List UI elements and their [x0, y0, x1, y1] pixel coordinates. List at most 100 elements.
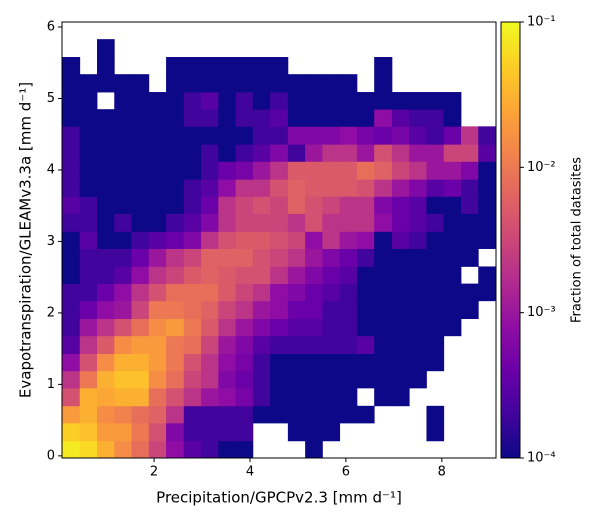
heatmap-cell — [305, 109, 323, 127]
heatmap-cell — [201, 92, 219, 110]
heatmap-cell — [322, 353, 341, 372]
heatmap-cell — [235, 196, 254, 214]
heatmap-cell — [131, 300, 150, 320]
heatmap-cell — [62, 335, 81, 355]
heatmap-cell — [305, 231, 323, 249]
heatmap-cell — [79, 335, 98, 355]
heatmap-cell — [218, 283, 236, 302]
heatmap-cell — [97, 422, 115, 442]
heatmap-cell — [235, 74, 254, 93]
heatmap-cell — [374, 126, 393, 145]
heatmap-cell — [218, 422, 236, 442]
heatmap-cell — [201, 300, 219, 320]
heatmap-cell — [252, 248, 271, 267]
heatmap-cell — [339, 335, 358, 355]
heatmap-cell — [79, 353, 98, 372]
heatmap-cell — [131, 109, 150, 127]
heatmap-cell — [426, 266, 445, 284]
heatmap-cell — [131, 144, 150, 162]
heatmap-cell — [79, 318, 98, 337]
heatmap-cell — [391, 196, 410, 214]
heatmap-cell — [218, 370, 236, 389]
heatmap-cell — [114, 335, 132, 355]
heatmap-cell — [148, 353, 167, 372]
heatmap-cell — [183, 353, 202, 372]
heatmap-cell — [356, 109, 375, 127]
heatmap-cell — [235, 335, 254, 355]
heatmap-cell — [409, 318, 427, 337]
heatmap-cell — [374, 283, 393, 302]
heatmap-cell — [409, 248, 427, 267]
heatmap-cell — [391, 335, 410, 355]
plot-frame — [61, 21, 497, 459]
heatmap-cell — [97, 179, 115, 197]
heatmap-cell — [356, 92, 375, 110]
heatmap-cell — [218, 109, 236, 127]
heatmap-cell — [131, 370, 150, 389]
heatmap-cell — [97, 370, 115, 389]
heatmap-cell — [322, 335, 341, 355]
heatmap-cell — [426, 422, 445, 442]
heatmap-cell — [62, 440, 81, 459]
heatmap-cell — [305, 248, 323, 267]
heatmap-cell — [148, 109, 167, 127]
heatmap-cell — [391, 370, 410, 389]
heatmap-cell — [62, 126, 81, 145]
heatmap-cell — [218, 353, 236, 372]
heatmap-cell — [374, 161, 393, 180]
heatmap-cell — [287, 231, 306, 249]
heatmap-cell — [460, 126, 479, 145]
heatmap-cell — [339, 126, 358, 145]
heatmap-cell — [426, 318, 445, 337]
heatmap-cell — [235, 422, 254, 442]
heatmap-cell — [409, 266, 427, 284]
heatmap-cell — [79, 370, 98, 389]
heatmap-cell — [79, 231, 98, 249]
heatmap-cell — [97, 231, 115, 249]
heatmap-cell — [79, 248, 98, 267]
heatmap-cell — [356, 370, 375, 389]
heatmap-cell — [356, 266, 375, 284]
heatmap-cell — [114, 161, 132, 180]
heatmap-cell — [183, 387, 202, 407]
heatmap-cell — [305, 405, 323, 424]
heatmap-cell — [166, 318, 185, 337]
heatmap-cell — [409, 144, 427, 162]
heatmap-cell — [148, 370, 167, 389]
heatmap-cell — [426, 161, 445, 180]
heatmap-cell — [391, 300, 410, 320]
heatmap-cell — [478, 231, 497, 249]
heatmap-cell — [391, 144, 410, 162]
heatmap-cell — [305, 92, 323, 110]
heatmap-cell — [114, 283, 132, 302]
heatmap-cell — [131, 161, 150, 180]
heatmap-cell — [305, 387, 323, 407]
heatmap-cell — [322, 266, 341, 284]
heatmap-cell — [287, 126, 306, 145]
heatmap-cell — [287, 422, 306, 442]
heatmap-cell — [322, 370, 341, 389]
heatmap-cell — [235, 126, 254, 145]
heatmap-cell — [339, 213, 358, 232]
heatmap-cell — [235, 283, 254, 302]
heatmap-cell — [183, 92, 202, 110]
heatmap-cell — [131, 387, 150, 407]
heatmap-cell — [391, 283, 410, 302]
heatmap-cell — [374, 92, 393, 110]
heatmap-cell — [460, 231, 479, 249]
heatmap-cell — [252, 335, 271, 355]
heatmap-cell — [166, 266, 185, 284]
heatmap-cell — [322, 92, 341, 110]
heatmap-cell — [287, 248, 306, 267]
heatmap-cell — [79, 405, 98, 424]
heatmap-cell — [270, 196, 289, 214]
heatmap-cell — [97, 126, 115, 145]
heatmap-cell — [252, 92, 271, 110]
heatmap-cell — [252, 405, 271, 424]
heatmap-cell — [148, 92, 167, 110]
heatmap-cell — [391, 266, 410, 284]
heatmap-cell — [148, 283, 167, 302]
heatmap-cell — [148, 318, 167, 337]
heatmap-cell — [270, 353, 289, 372]
heatmap-cell — [305, 370, 323, 389]
